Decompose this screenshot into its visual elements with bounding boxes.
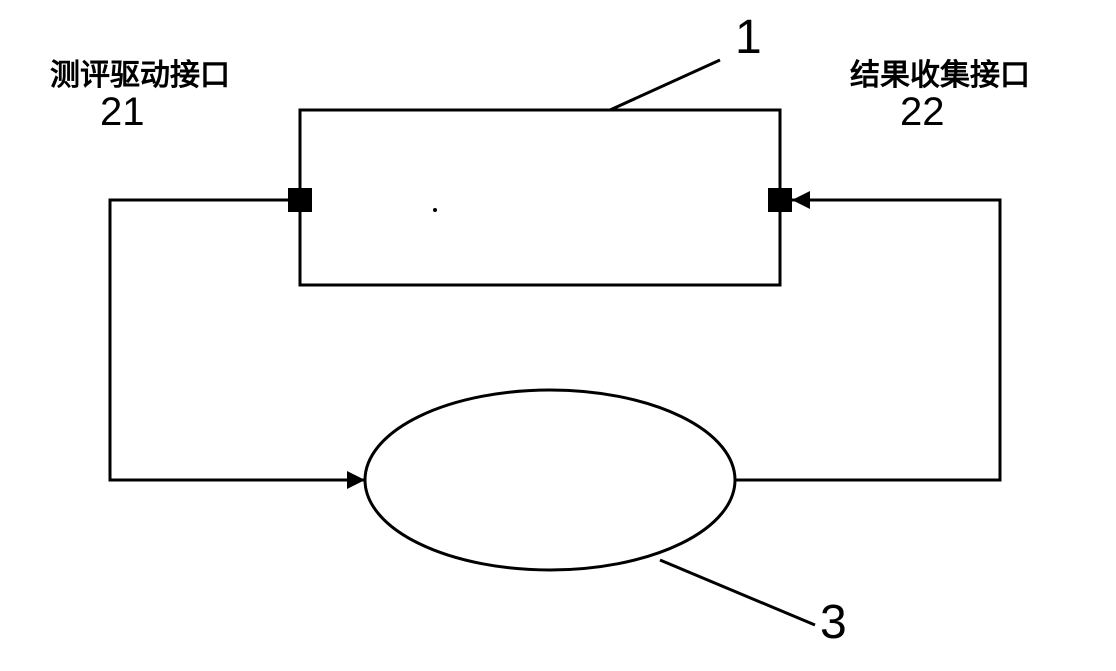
port-left-label-text: 测评驱动接口 — [50, 50, 230, 94]
diagram-svg — [0, 0, 1116, 671]
port-right-square — [768, 188, 792, 212]
box-rect — [300, 110, 780, 285]
callout-ellipse-line — [660, 560, 815, 625]
arrow-head — [792, 191, 810, 209]
port-right-label-text: 结果收集接口 — [850, 50, 1030, 94]
arrow-head — [347, 471, 365, 489]
port-right-label-num: 22 — [900, 90, 945, 135]
connector-left — [110, 200, 365, 480]
callout-box-label: 1 — [735, 10, 762, 65]
callout-box-line — [610, 60, 720, 110]
speck — [433, 208, 437, 212]
diagram-canvas: 测评驱动接口 21 结果收集接口 22 1 3 — [0, 0, 1116, 671]
port-left-label-num: 21 — [100, 90, 145, 135]
callout-ellipse-label: 3 — [820, 595, 847, 650]
connector-right — [735, 200, 1000, 480]
ellipse-node — [365, 390, 735, 570]
